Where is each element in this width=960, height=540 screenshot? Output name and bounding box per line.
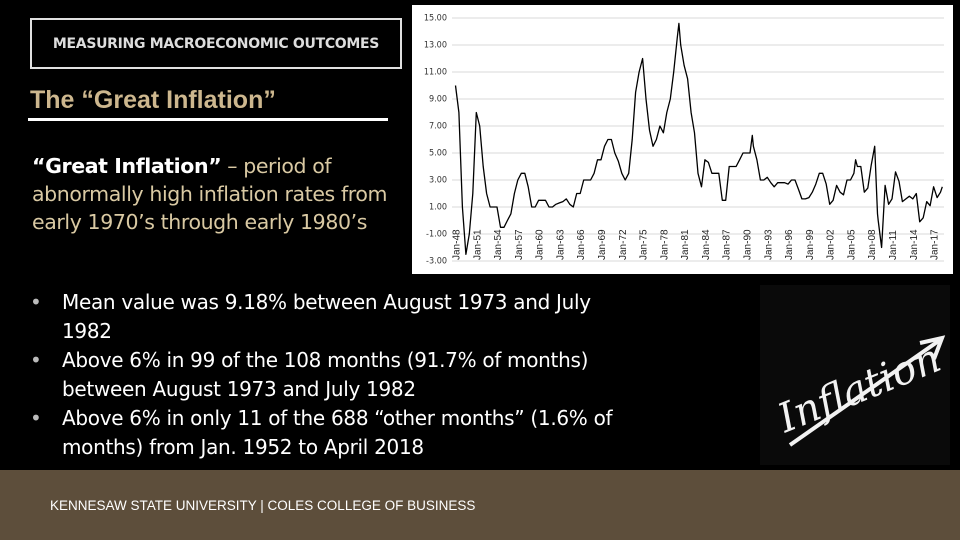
x-tick-label: Jan-08 [867, 229, 878, 260]
x-tick-label: Jan-99 [805, 229, 816, 260]
x-tick-label: Jan-84 [701, 229, 712, 260]
bullet: Mean value was 9.18% between August 1973… [30, 288, 630, 346]
slide-title: The “Great Inflation” [30, 86, 276, 114]
bullet: Above 6% in only 11 of the 688 “other mo… [30, 404, 630, 462]
y-tick-label: 7.00 [429, 122, 447, 132]
x-tick-label: Jan-02 [826, 229, 837, 260]
art-arrowhead [919, 335, 946, 360]
y-tick-label: 15.00 [424, 14, 447, 24]
x-tick-label: Jan-75 [639, 229, 650, 260]
chart: 15.00 13.00 11.00 9.00 7.00 5.00 3.00 1.00 -1.00… [412, 5, 953, 274]
header: MEASURING MACROECONOMIC OUTCOMES [30, 18, 402, 69]
data-line [454, 22, 943, 255]
x-tick-label: Jan-48 [451, 229, 462, 260]
x-tick-label: Jan-11 [888, 230, 899, 260]
definition-text: – period of abnormally high inflation ra… [32, 154, 388, 234]
y-tick-label: 11.00 [424, 68, 447, 78]
art-arrow [788, 338, 942, 447]
x-tick-label: Jan-51 [472, 229, 483, 260]
inflation-art: Inflation [760, 285, 950, 465]
art-background [760, 285, 950, 465]
title-rule [28, 118, 388, 121]
footer: KENNESAW STATE UNIVERSITY | COLES COLLEG… [50, 498, 476, 513]
bullet: Above 6% in 99 of the 108 months (91.7% … [30, 346, 630, 404]
y-tick-label: 1.00 [429, 203, 447, 213]
y-tick-label: 13.00 [424, 41, 447, 51]
x-tick-label: Jan-60 [535, 229, 546, 260]
x-tick-label: Jan-63 [555, 229, 566, 260]
x-tick-label: Jan-17 [930, 229, 941, 260]
x-tick-label: Jan-72 [618, 229, 629, 260]
chart-background [412, 5, 953, 274]
x-tick-label: Jan-87 [722, 229, 733, 260]
bullet-list: Mean value was 9.18% between August 1973… [30, 288, 630, 462]
y-tick-label: 3.00 [429, 176, 447, 186]
y-tick-label: -3.00 [426, 257, 447, 267]
x-tick-label: Jan-66 [576, 229, 587, 260]
x-tick-label: Jan-57 [514, 229, 525, 260]
x-tick-label: Jan-69 [597, 229, 608, 260]
footer-band: KENNESAW STATE UNIVERSITY | COLES COLLEG… [0, 470, 960, 540]
y-tick-label: 5.00 [429, 149, 447, 159]
x-tick-label: Jan-96 [784, 229, 795, 260]
x-tick-label: Jan-14 [909, 229, 920, 260]
x-tick-label: Jan-78 [659, 229, 670, 260]
x-tick-label: Jan-90 [743, 229, 754, 260]
x-tick-label: Jan-93 [763, 229, 774, 260]
y-tick-label: 9.00 [429, 95, 447, 105]
x-tick-label: Jan-81 [680, 229, 691, 260]
x-tick-label: Jan-54 [493, 229, 504, 260]
y-tick-label: -1.00 [426, 230, 447, 240]
definition: “Great Inflation” – period of abnormally … [32, 152, 402, 236]
x-tick-label: Jan-05 [846, 229, 857, 260]
definition-term: “Great Inflation” [32, 154, 222, 178]
